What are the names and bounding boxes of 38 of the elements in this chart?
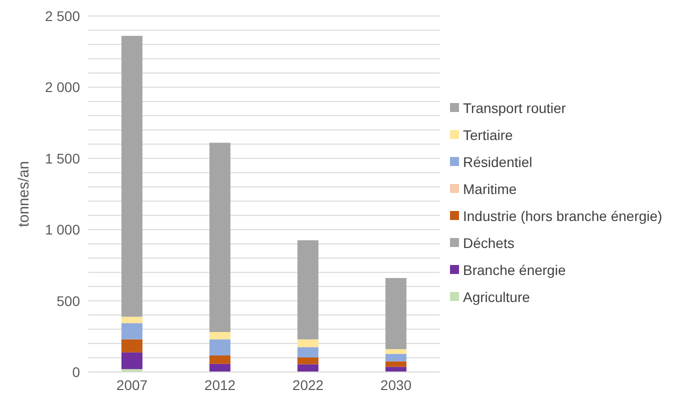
bar [121,339,142,352]
bar [209,339,230,356]
x-tick-label: 2012 [204,376,236,393]
x-tick-label: 2030 [380,376,412,393]
legend-label: Tertiaire [463,126,513,142]
bar [297,240,318,340]
x-tick-label: 2022 [292,376,324,393]
y-tick-label: 0 [72,364,80,380]
bar [297,339,318,348]
bar [121,323,142,340]
bar [121,316,142,324]
y-tick-label: 1 000 [44,222,80,238]
y-tick-label: 1 500 [44,150,80,166]
bar [297,364,318,372]
y-tick-label: 2 000 [44,79,80,96]
y-tick-label: 500 [56,292,80,309]
legend-label: Industrie (hors branche énergie) [463,208,662,224]
legend-label: Déchets [463,234,514,250]
legend-label: Transport routier [463,100,566,116]
bar [209,142,230,332]
x-tick-label: 2007 [116,376,148,393]
bar [209,355,230,364]
bar [209,332,230,340]
bar [297,347,318,358]
bar [385,354,406,362]
y-axis-title: tonnes/an [15,161,32,227]
bar [297,357,318,364]
bar [385,278,406,350]
legend-label: Branche énergie [463,262,566,278]
y-tick-label: 2 500 [44,8,80,24]
legend-label: Maritime [463,180,517,196]
bar [209,364,230,372]
bar [121,36,142,317]
bar [121,352,142,370]
bar [385,349,406,354]
legend-label: Résidentiel [463,154,532,170]
legend-label: Agriculture [463,288,530,304]
bar [385,361,406,367]
